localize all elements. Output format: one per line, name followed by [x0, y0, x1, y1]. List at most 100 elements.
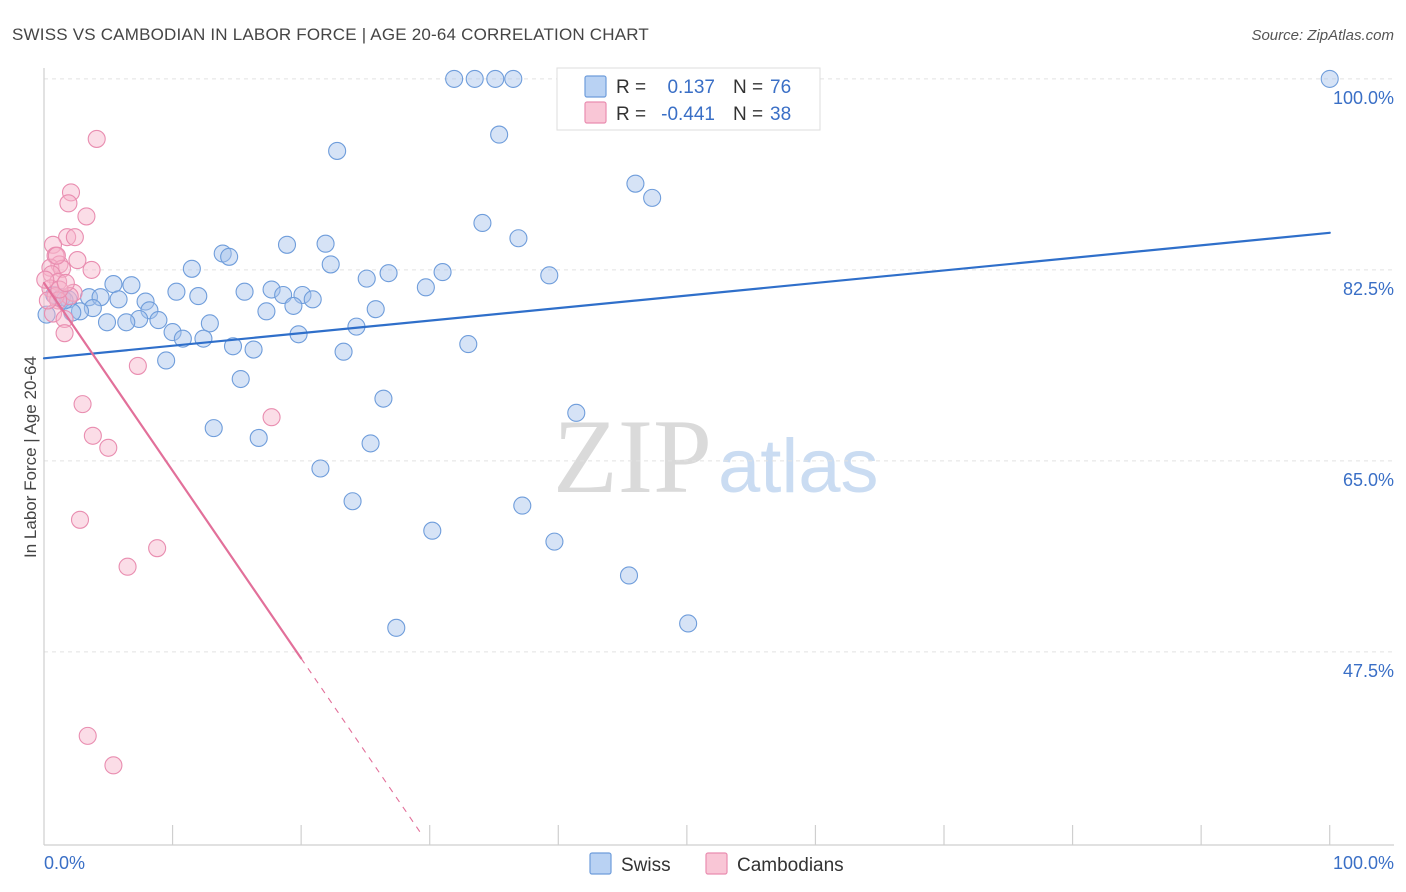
swiss-point: [490, 125, 509, 144]
swiss-point: [321, 255, 340, 274]
cambodians-n-label: N =: [733, 104, 763, 125]
swiss-point: [357, 269, 376, 288]
cambodians-point: [50, 280, 69, 299]
cambodians-point: [61, 183, 81, 202]
swiss-point: [1320, 69, 1339, 88]
cambodians-point: [65, 228, 84, 247]
cambodians-point: [118, 557, 137, 576]
cambodians-point: [55, 324, 74, 343]
swiss-point: [117, 313, 136, 332]
chart-title: SWISS VS CAMBODIAN IN LABOR FORCE | AGE …: [12, 25, 649, 44]
x-tick-label: 0.0%: [44, 853, 85, 873]
swiss-point: [163, 323, 182, 342]
stats-legend: R = 0.137 N = 76 R = -0.441 N = 38: [556, 67, 821, 131]
swiss-point: [540, 266, 559, 285]
swiss-point: [416, 278, 435, 297]
swiss-point: [167, 282, 186, 301]
cambodians-point: [73, 395, 92, 414]
swiss-point: [149, 311, 168, 330]
swiss-point: [433, 263, 452, 282]
swiss-point: [679, 614, 698, 633]
swiss-point: [257, 302, 276, 321]
legend-entry-cambodians: Cambodians: [705, 852, 844, 876]
swiss-point: [504, 69, 523, 88]
tick-layer: 100.0% 82.5% 65.0% 47.5% 0.0% 100.0%: [44, 88, 1394, 873]
cambodians-point: [68, 251, 87, 270]
trend-layer: [42, 231, 1331, 834]
swiss-point: [486, 69, 505, 88]
swiss-n-label: N =: [733, 77, 763, 98]
swiss-point: [173, 329, 192, 348]
swiss-point: [244, 340, 263, 359]
cambodians-legend-label: Cambodians: [737, 855, 844, 876]
legend-entry-swiss: Swiss: [589, 852, 671, 876]
cambodians-trend-extension: [300, 658, 422, 834]
swiss-point: [311, 459, 330, 478]
swiss-point: [509, 229, 528, 248]
swiss-point: [157, 351, 176, 370]
y-tick-label: 65.0%: [1343, 470, 1394, 490]
swiss-point: [97, 313, 117, 332]
swiss-point: [387, 618, 406, 637]
swiss-swatch: [584, 75, 607, 98]
cambodians-point: [58, 228, 77, 247]
swiss-point: [643, 188, 662, 207]
cambodians-trend-line: [42, 281, 303, 660]
swiss-point: [235, 282, 254, 301]
cambodians-point: [78, 726, 97, 745]
cambodians-point: [56, 273, 75, 293]
swiss-point: [316, 234, 335, 253]
swiss-point: [189, 287, 208, 306]
swiss-n-value: 76: [770, 77, 791, 98]
watermark-zip: ZIP: [553, 398, 712, 515]
swiss-legend-swatch: [589, 852, 612, 875]
swiss-point: [249, 428, 268, 447]
swiss-point: [122, 276, 141, 295]
swiss-points: [37, 69, 1339, 637]
swiss-trend-line: [42, 231, 1331, 360]
swiss-point: [334, 342, 353, 361]
swiss-point: [626, 174, 645, 193]
cambodians-point: [47, 246, 66, 265]
swiss-point: [379, 264, 398, 283]
series-legend: Swiss Cambodians: [589, 852, 844, 876]
swiss-point: [545, 532, 564, 551]
grid-layer: [44, 78, 1394, 653]
stats-row-cambodians: R = -0.441 N = 38: [584, 101, 791, 125]
cambodians-point: [262, 408, 281, 427]
swiss-point: [284, 296, 303, 315]
swiss-point: [303, 290, 322, 309]
cambodians-point: [55, 309, 74, 329]
cambodians-r-value: -0.441: [661, 104, 715, 125]
y-axis-title: In Labor Force | Age 20-64: [21, 356, 40, 558]
swiss-point: [513, 496, 532, 515]
cambodians-legend-swatch: [705, 852, 728, 875]
swiss-point: [567, 403, 586, 422]
swiss-point: [361, 434, 380, 453]
swiss-point: [465, 69, 484, 88]
cambodians-point: [87, 129, 106, 148]
cambodians-swatch: [584, 101, 607, 124]
cambodians-point: [83, 426, 102, 445]
chart-source: Source: ZipAtlas.com: [1251, 27, 1394, 44]
swiss-point: [366, 300, 385, 319]
points-layer: [36, 69, 1339, 775]
swiss-point: [104, 275, 123, 294]
cambodians-point: [128, 356, 147, 375]
stats-row-swiss: R = 0.137 N = 76: [584, 75, 791, 98]
swiss-point: [328, 141, 347, 160]
cambodians-point: [99, 438, 118, 457]
cambodians-n-value: 38: [770, 104, 791, 125]
swiss-point: [136, 292, 155, 311]
swiss-r-value: 0.137: [667, 77, 715, 98]
swiss-point: [223, 337, 243, 356]
swiss-point: [423, 521, 442, 540]
x-tick-label: 100.0%: [1333, 853, 1394, 873]
cambodians-point: [104, 756, 123, 775]
y-tick-label: 100.0%: [1333, 88, 1394, 108]
swiss-point: [200, 314, 219, 333]
swiss-point: [231, 369, 250, 389]
swiss-point: [182, 259, 201, 278]
swiss-point: [277, 235, 297, 254]
